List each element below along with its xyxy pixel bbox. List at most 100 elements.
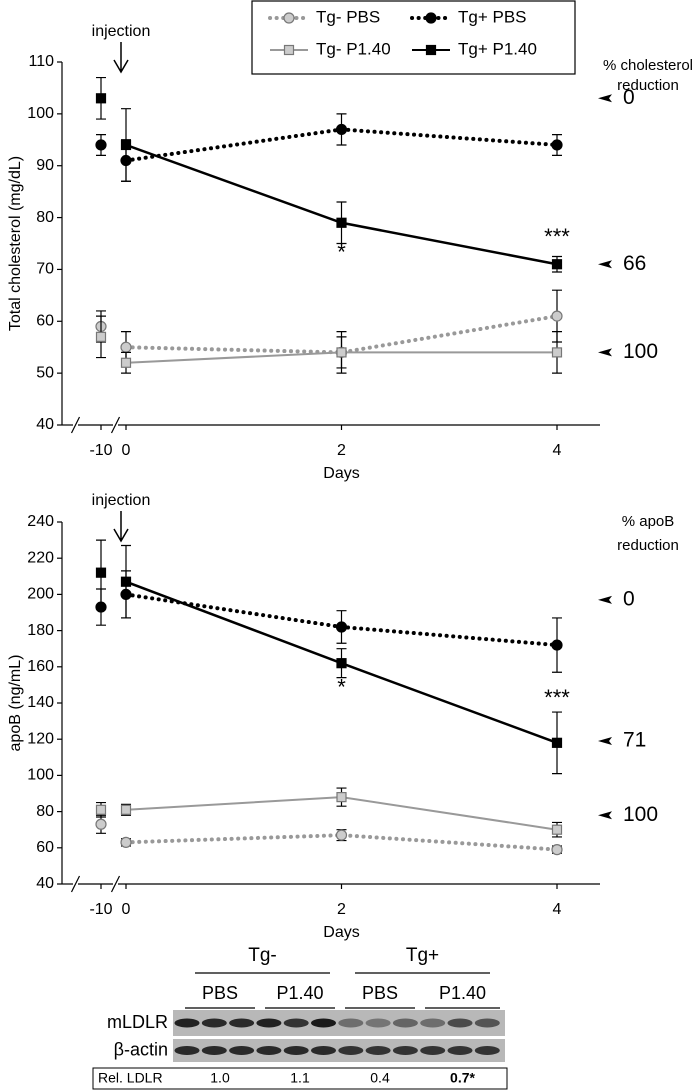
blot-band (474, 1046, 500, 1055)
y-axis-label: Total cholesterol (mg/dL) (7, 156, 24, 331)
marker (335, 123, 348, 136)
blot-band (174, 1018, 200, 1028)
marker (120, 357, 132, 368)
blot-band (201, 1046, 227, 1055)
legend-marker (425, 44, 437, 56)
y-tick-label: 70 (36, 261, 54, 278)
y-tick-label: 80 (36, 209, 54, 226)
reduction-arrow (598, 348, 612, 357)
x-tick-label: 4 (553, 901, 562, 918)
blot-band (311, 1046, 336, 1055)
x-tick-label: 0 (122, 901, 131, 918)
row-label: mLDLR (107, 1012, 168, 1032)
legend-box (251, 0, 576, 75)
marker (95, 818, 107, 830)
subgroup-label: PBS (362, 983, 398, 1003)
blot-band (392, 1046, 418, 1055)
marker (95, 567, 107, 578)
y-tick-label: 140 (27, 694, 54, 711)
blot-band (283, 1046, 309, 1055)
annotation: *** (544, 685, 570, 710)
y-tick-label: 110 (28, 53, 54, 70)
axis-break (70, 875, 81, 893)
axis-break (110, 875, 121, 893)
y-tick-label: 80 (36, 803, 54, 820)
x-tick-label: -10 (89, 901, 112, 918)
reduction-title: % cholesterol (603, 57, 693, 74)
annotation: * (337, 240, 346, 265)
x-axis-label: Days (323, 924, 359, 941)
marker (551, 844, 563, 856)
marker (336, 217, 347, 228)
blot-band (420, 1018, 446, 1028)
group-label: Tg- (248, 945, 277, 966)
legend-marker (283, 44, 295, 56)
blot-band (256, 1018, 282, 1028)
legend-label: Tg- PBS (316, 7, 380, 26)
marker (120, 341, 132, 353)
y-tick-label: 120 (27, 730, 54, 747)
y-tick-label: 40 (36, 875, 54, 892)
group-label: Tg+ (406, 945, 439, 966)
marker (120, 804, 132, 815)
y-tick-label: 240 (27, 513, 54, 530)
reduction-title: % apoB (622, 513, 675, 530)
row-label: β-actin (114, 1039, 168, 1059)
blot-band (283, 1018, 309, 1028)
blot-band (201, 1018, 227, 1028)
reduction-title: reduction (617, 77, 679, 94)
rel-table (92, 1067, 508, 1090)
marker (336, 347, 347, 358)
marker (335, 621, 348, 633)
marker (551, 639, 563, 651)
series-line (124, 314, 559, 355)
blot-band (365, 1046, 391, 1055)
reduction-label: 100 (623, 803, 658, 826)
axis-break (110, 416, 121, 434)
injection-arrow (113, 511, 129, 543)
y-tick-label: 200 (27, 586, 54, 603)
legend-label: Tg+ PBS (458, 7, 527, 26)
reduction-label: 0 (623, 587, 635, 610)
reduction-arrow (598, 811, 612, 820)
blot-band (256, 1046, 282, 1055)
marker (95, 139, 107, 151)
marker (120, 576, 132, 587)
marker (551, 347, 563, 358)
y-tick-label: 60 (36, 839, 54, 856)
marker (551, 139, 563, 151)
reduction-label: 71 (623, 729, 646, 752)
blot-band (229, 1018, 255, 1028)
marker (120, 139, 132, 151)
blot-band (365, 1018, 391, 1028)
reduction-label: 66 (623, 252, 646, 275)
axis-break (70, 416, 81, 434)
marker (336, 658, 347, 669)
blot-band (447, 1018, 473, 1028)
marker (95, 93, 107, 104)
y-tick-label: 60 (36, 313, 54, 330)
subgroup-label: P1.40 (439, 983, 486, 1003)
annotation: * (337, 674, 346, 699)
marker (551, 310, 563, 322)
x-tick-label: 4 (553, 442, 562, 459)
blot-band (229, 1046, 255, 1055)
rel-label: Rel. LDLR (98, 1070, 163, 1086)
blot-band (420, 1046, 446, 1055)
marker (335, 829, 348, 841)
blot-band (474, 1018, 500, 1028)
marker (551, 737, 563, 748)
reduction-arrow (598, 260, 612, 269)
y-tick-label: 160 (27, 658, 54, 675)
injection-label: injection (92, 492, 151, 509)
legend-marker (425, 12, 437, 24)
legend-label: Tg+ P1.40 (458, 39, 537, 58)
legend-label: Tg- P1.40 (316, 39, 391, 58)
annotation: *** (544, 224, 570, 249)
reduction-title: reduction (617, 537, 679, 554)
reduction-arrow (598, 595, 612, 604)
rel-value: 1.1 (290, 1070, 310, 1086)
y-tick-label: 100 (27, 767, 54, 784)
y-tick-label: 220 (27, 549, 54, 566)
